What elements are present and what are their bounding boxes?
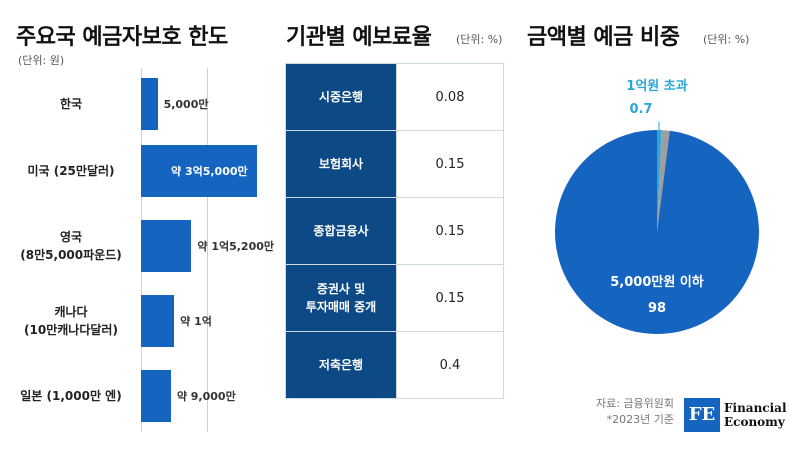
institution-name: 저축은행: [318, 358, 364, 372]
bar-category-label-line: (8만5,000파운드): [20, 248, 122, 262]
institution-cell: 시중은행: [285, 63, 397, 131]
institution-cell: 저축은행: [285, 331, 397, 399]
bar-gridline: [207, 68, 208, 432]
pie-chart-title: 금액별 예금 비중: [527, 25, 680, 50]
pie-slice-label: 5,000만원 이하: [610, 274, 704, 290]
bar: [141, 295, 175, 347]
pie-slice-label: 98: [648, 301, 666, 316]
logo-mark: FE: [684, 398, 720, 432]
table-row: 저축은행 0.4: [285, 331, 504, 399]
bar-category-label: 일본 (1,000만 엔): [10, 387, 132, 405]
table-row: 보험회사 0.15: [285, 130, 504, 198]
pie-slice: [657, 130, 670, 232]
institution-name: 증권사 및: [316, 282, 366, 296]
source-text: 자료: 금융위원회: [595, 397, 674, 410]
pie-chart-unit: (단위: %): [703, 33, 750, 46]
table-row: 종합금융사 0.15: [285, 197, 504, 265]
rate-value-cell: 0.15: [396, 197, 504, 265]
rate-value-cell: 0.15: [396, 130, 504, 198]
logo-wordmark: Financial Economy: [724, 401, 787, 429]
institution-cell: 종합금융사: [285, 197, 397, 265]
logo-line-2: Economy: [724, 415, 785, 429]
pie-slice: [657, 130, 662, 232]
source-note: 자료: 금융위원회 *2023년 기준: [596, 396, 674, 428]
logo-line-1: Financial: [724, 401, 787, 415]
bar: [141, 220, 192, 272]
institution-name: 종합금융사: [313, 224, 369, 238]
bar-category-label-line: 영국: [59, 230, 83, 244]
rate-table-title: 기관별 예보료율: [286, 25, 432, 50]
bar-category-label: 한국: [10, 95, 132, 113]
bar-category-label: 영국 (8만5,000파운드): [10, 228, 132, 264]
bar-category-label-line: 한국: [59, 97, 83, 111]
pie-slice: [555, 130, 759, 334]
bar-category-label-line: (10만캐나다달러): [24, 323, 118, 337]
bar-chart-title: 주요국 예금자보호 한도: [16, 25, 228, 50]
table-row: 증권사 및 투자매매 중개 0.15: [285, 264, 504, 332]
institution-name: 투자매매 중개: [305, 300, 377, 314]
bar-category-label-line: 미국 (25만달러): [27, 164, 115, 178]
bar: [141, 145, 257, 197]
pie-chart: 1억원 초과 0.7 5,000만원 이하 98: [555, 79, 759, 334]
bar-chart-unit: (단위: 원): [18, 54, 65, 67]
bar: [141, 78, 158, 130]
bar-value-label: 약 3억5,000만: [171, 165, 248, 178]
rate-value-cell: 0.15: [396, 264, 504, 332]
institution-name: 시중은행: [318, 90, 364, 104]
pie-slice-label: 0.7: [629, 102, 652, 117]
bar-value-label: 5,000만: [163, 98, 209, 111]
rate-table-unit: (단위: %): [456, 33, 503, 46]
institution-name: 보험회사: [318, 157, 364, 171]
bar-value-label: 약 1억: [180, 315, 212, 328]
pie-slice-label: 1억원 초과: [626, 79, 687, 94]
bar-category-label-line: 캐나다: [54, 305, 88, 319]
bar-value-label: 약 1억5,200만: [197, 240, 275, 253]
bar-category-label-line: 일본 (1,000만 엔): [20, 389, 122, 403]
rate-value-cell: 0.4: [396, 331, 504, 399]
table-row: 시중은행 0.08: [285, 63, 504, 131]
bar-value-label: 약 9,000만: [176, 390, 236, 403]
rate-table: 시중은행 0.08 보험회사 0.15 종합금융사 0.15 증권사 및 투자매매 중개 0.1…: [285, 63, 504, 399]
bar-category-label: 미국 (25만달러): [10, 162, 132, 180]
bar: [141, 370, 171, 422]
bar-category-label: 캐나다 (10만캐나다달러): [10, 303, 132, 339]
base-year-note: *2023년 기준: [606, 413, 674, 426]
institution-cell: 보험회사: [285, 130, 397, 198]
rate-value-cell: 0.08: [396, 63, 504, 131]
